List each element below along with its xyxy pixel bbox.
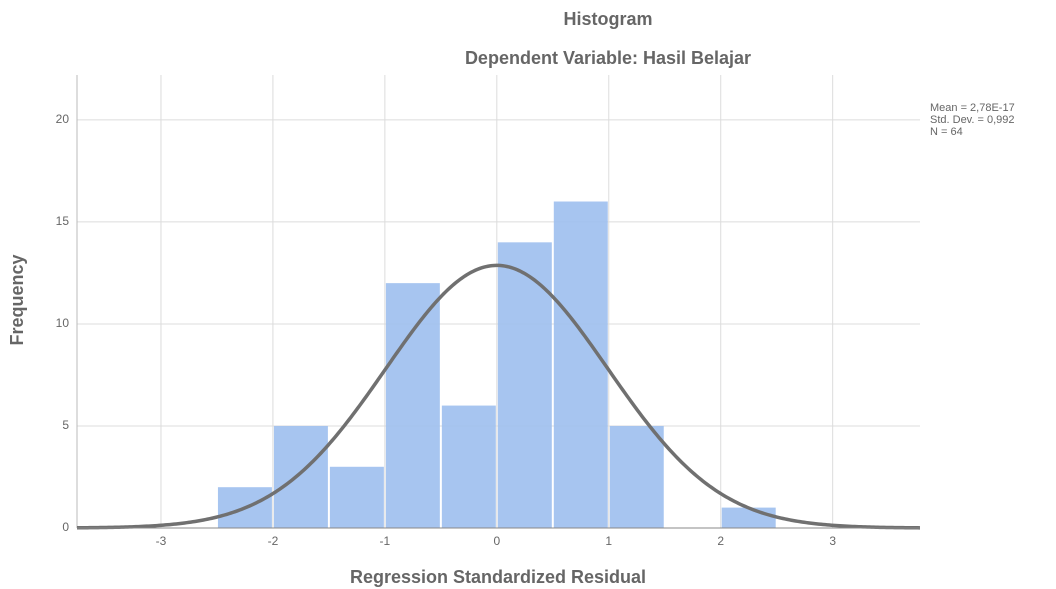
- x-tick-label: -3: [156, 534, 167, 548]
- y-tick-label: 10: [56, 316, 70, 330]
- stat-label: Mean = 2,78E-17: [930, 102, 1015, 114]
- stat-label: N = 64: [930, 126, 963, 138]
- chart: Histogram Dependent Variable: Hasil Bela…: [0, 0, 1056, 589]
- x-axis-label: Regression Standardized Residual: [350, 567, 646, 587]
- x-tick-label: -1: [380, 534, 391, 548]
- bar: [554, 202, 608, 528]
- bar: [442, 406, 496, 528]
- x-tick-label: 1: [605, 534, 612, 548]
- x-tick-label: 3: [829, 534, 836, 548]
- y-tick-label: 0: [62, 520, 69, 534]
- chart-title: Histogram: [563, 9, 652, 29]
- chart-subtitle: Dependent Variable: Hasil Belajar: [465, 48, 751, 68]
- bar: [610, 426, 664, 528]
- x-tick-label: 2: [717, 534, 724, 548]
- bar: [274, 426, 328, 528]
- bar: [330, 467, 384, 528]
- bar: [722, 508, 776, 528]
- bar: [386, 283, 440, 528]
- stat-label: Std. Dev. = 0,992: [930, 114, 1015, 126]
- y-tick-label: 15: [56, 214, 70, 228]
- y-axis-label: Frequency: [7, 254, 27, 345]
- y-tick-label: 5: [62, 418, 69, 432]
- x-tick-label: 0: [493, 534, 500, 548]
- x-tick-label: -2: [268, 534, 279, 548]
- y-tick-label: 20: [56, 112, 70, 126]
- bar: [498, 242, 552, 528]
